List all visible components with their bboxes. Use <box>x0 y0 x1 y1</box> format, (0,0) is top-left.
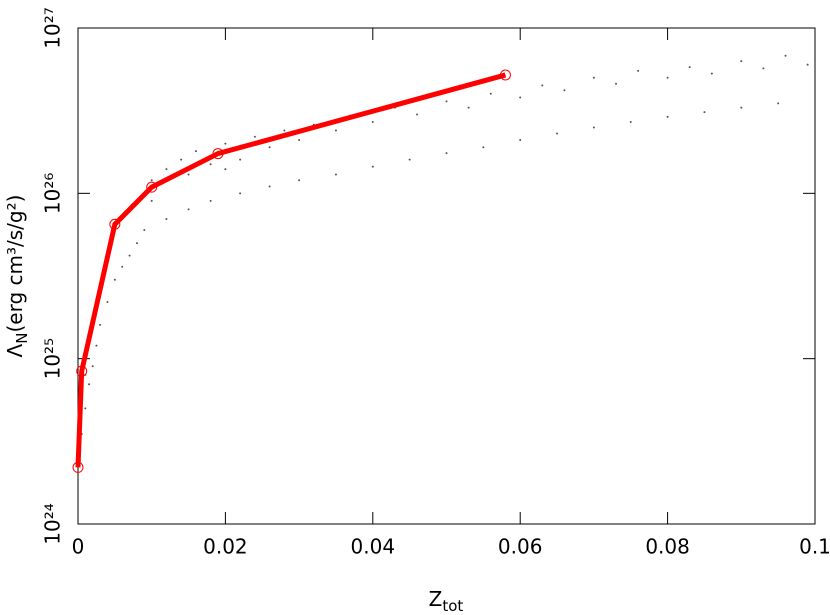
scatter-dot <box>298 139 301 142</box>
scatter-dot <box>253 135 256 138</box>
y-tick-label: 10²⁶ <box>41 173 65 214</box>
scatter-dot <box>740 60 743 63</box>
scatter-dot <box>239 192 242 195</box>
line-marker <box>72 461 84 473</box>
line-marker <box>499 69 511 81</box>
y-tick-label: 10²⁵ <box>41 338 65 379</box>
scatter-dot <box>128 254 131 257</box>
y-axis-label: ΛN(erg cm³/s/g²) <box>3 195 31 358</box>
scatter-dot <box>519 96 522 99</box>
y-tick-label: 10²⁴ <box>41 503 65 544</box>
scatter-dot <box>445 152 448 155</box>
line-marker <box>212 148 224 160</box>
scatter-dot <box>482 146 485 149</box>
scatter-dot <box>91 365 94 368</box>
scatter-dot <box>95 344 98 347</box>
scatter-dot <box>298 179 301 182</box>
scatter-dot <box>615 82 618 85</box>
scatter-dot <box>740 106 743 109</box>
x-tick-label: 0.04 <box>351 535 396 559</box>
scatter-dot <box>592 126 595 129</box>
plot-frame <box>77 27 816 525</box>
x-tick-label: 0.02 <box>203 535 248 559</box>
scatter-dot <box>165 217 168 220</box>
scatter-dot <box>408 158 411 161</box>
scatter-dot <box>180 158 183 161</box>
scatter-dot <box>334 129 337 132</box>
scatter-dot <box>519 139 522 142</box>
scatter-dot <box>209 163 212 166</box>
scatter-dot <box>150 199 153 202</box>
scatter-dot <box>556 132 559 135</box>
scatter-dot <box>88 383 91 386</box>
scatter-dot <box>592 76 595 79</box>
scatter-dot <box>416 113 419 116</box>
scatter-dot <box>371 165 374 168</box>
x-axis-label: Ztot <box>429 587 464 615</box>
scatter-dot <box>666 76 669 79</box>
line-marker <box>109 218 121 230</box>
line-marker <box>146 181 158 193</box>
scatter-dot <box>194 150 197 153</box>
scatter-dot <box>703 111 706 114</box>
scatter-dot <box>224 142 227 145</box>
scatter-dot <box>784 54 787 57</box>
scatter-dot <box>268 146 271 149</box>
scatter-dot <box>209 199 212 202</box>
scatter-dot <box>762 67 765 70</box>
scatter-dot <box>777 102 780 105</box>
scatter-dot <box>106 301 109 304</box>
series-line <box>75 72 507 468</box>
scatter-dot <box>187 173 190 176</box>
scatter-dot <box>143 229 146 232</box>
scatter-dot <box>150 179 153 182</box>
x-tick-label: 0.1 <box>799 535 830 559</box>
scatter-dot <box>121 265 124 268</box>
scatter-dot <box>113 278 116 281</box>
scatter-dot <box>563 89 566 92</box>
y-tick-label: 10²⁷ <box>41 7 65 48</box>
scatter-dot <box>99 323 102 326</box>
scatter-dot <box>268 185 271 188</box>
scatter-dot <box>541 84 544 87</box>
scatter-dot <box>135 242 138 245</box>
x-tick-label: 0.06 <box>498 535 543 559</box>
scatter-dot <box>165 168 168 171</box>
scatter-dot <box>637 69 640 72</box>
scatter-dot <box>489 92 492 95</box>
scatter-dot <box>629 121 632 124</box>
scatter-dot <box>806 63 809 66</box>
scatter-dot <box>688 66 691 69</box>
scatter-dot <box>445 100 448 103</box>
scatter-dot <box>666 115 669 118</box>
scatter-dot <box>334 173 337 176</box>
scatter-dot <box>187 208 190 211</box>
scatter-dot <box>467 106 470 109</box>
scatter-dot <box>84 407 87 410</box>
scatter-dot <box>710 72 713 75</box>
scatter-dot <box>371 121 374 124</box>
scatter-dot <box>283 129 286 132</box>
scatter-dot <box>239 158 242 161</box>
line-marker <box>76 365 88 377</box>
x-tick-label: 0 <box>72 535 85 559</box>
scatter-dot <box>224 168 227 171</box>
x-tick-label: 0.08 <box>645 535 690 559</box>
